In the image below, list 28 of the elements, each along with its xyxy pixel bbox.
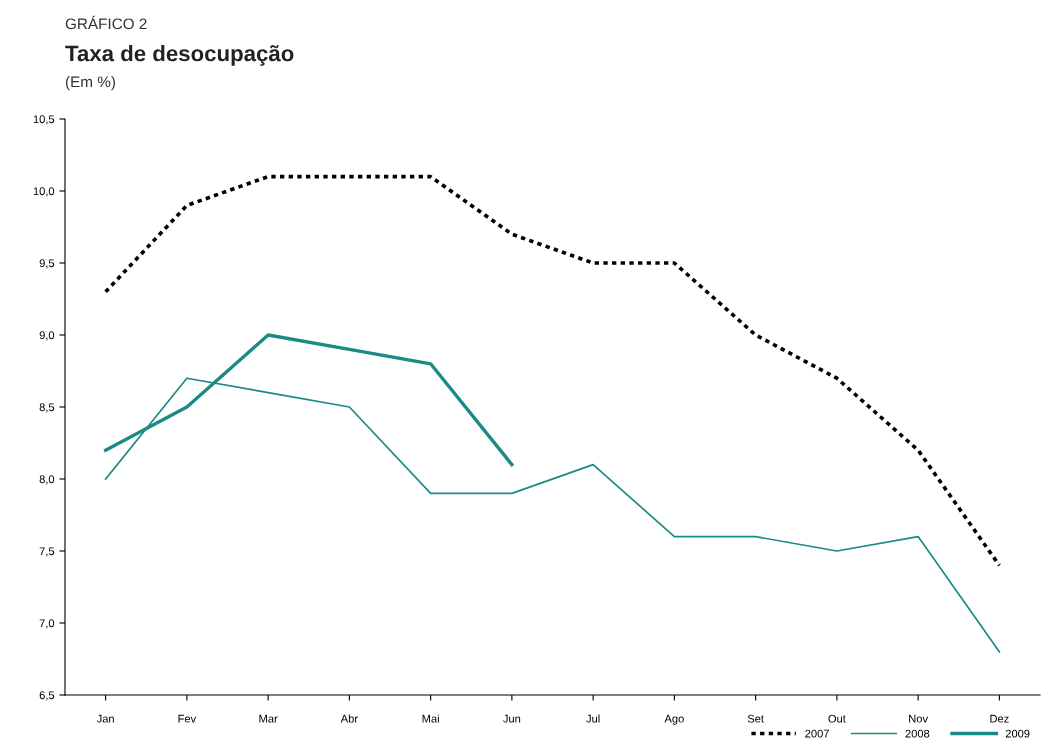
- chart-subtitle: (Em %): [65, 76, 115, 91]
- legend-label: 2008: [905, 729, 930, 738]
- x-tick-label: Jun: [503, 714, 521, 723]
- line-series: [103, 174, 1002, 568]
- x-tick-label: Nov: [909, 714, 928, 723]
- x-tick-label: Mar: [259, 714, 278, 723]
- chart-title: Taxa de desocupação: [65, 45, 294, 66]
- y-tick-label: 8,0: [39, 475, 55, 485]
- text: GRÁFICO 2: [65, 15, 147, 30]
- x-tick-label: Set: [747, 714, 764, 723]
- x-tick-label: Mai: [422, 714, 439, 723]
- x-tick-label: Out: [828, 714, 846, 723]
- y-tick-label: 10,5: [33, 115, 55, 125]
- y-tick-label: 10,0: [33, 187, 55, 197]
- x-tick-label: Jan: [96, 714, 114, 723]
- y-tick-label: 9,5: [39, 259, 55, 269]
- x-tick-label: Dez: [990, 714, 1009, 723]
- x-tick-label: Jul: [586, 714, 600, 723]
- x-tick-label: Abr: [340, 714, 358, 723]
- y-tick-label: 7,0: [39, 619, 55, 629]
- x-tick-label: Fev: [178, 714, 197, 723]
- legend-label: 2009: [1005, 729, 1030, 738]
- x-tick-label: Ago: [664, 714, 684, 725]
- legend-label: 2007: [805, 729, 829, 738]
- y-tick-label: 6,5: [39, 691, 55, 701]
- y-tick-label: 7,5: [39, 547, 55, 557]
- y-tick-label: 9,0: [39, 331, 55, 341]
- y-tick-label: 8,5: [39, 403, 55, 413]
